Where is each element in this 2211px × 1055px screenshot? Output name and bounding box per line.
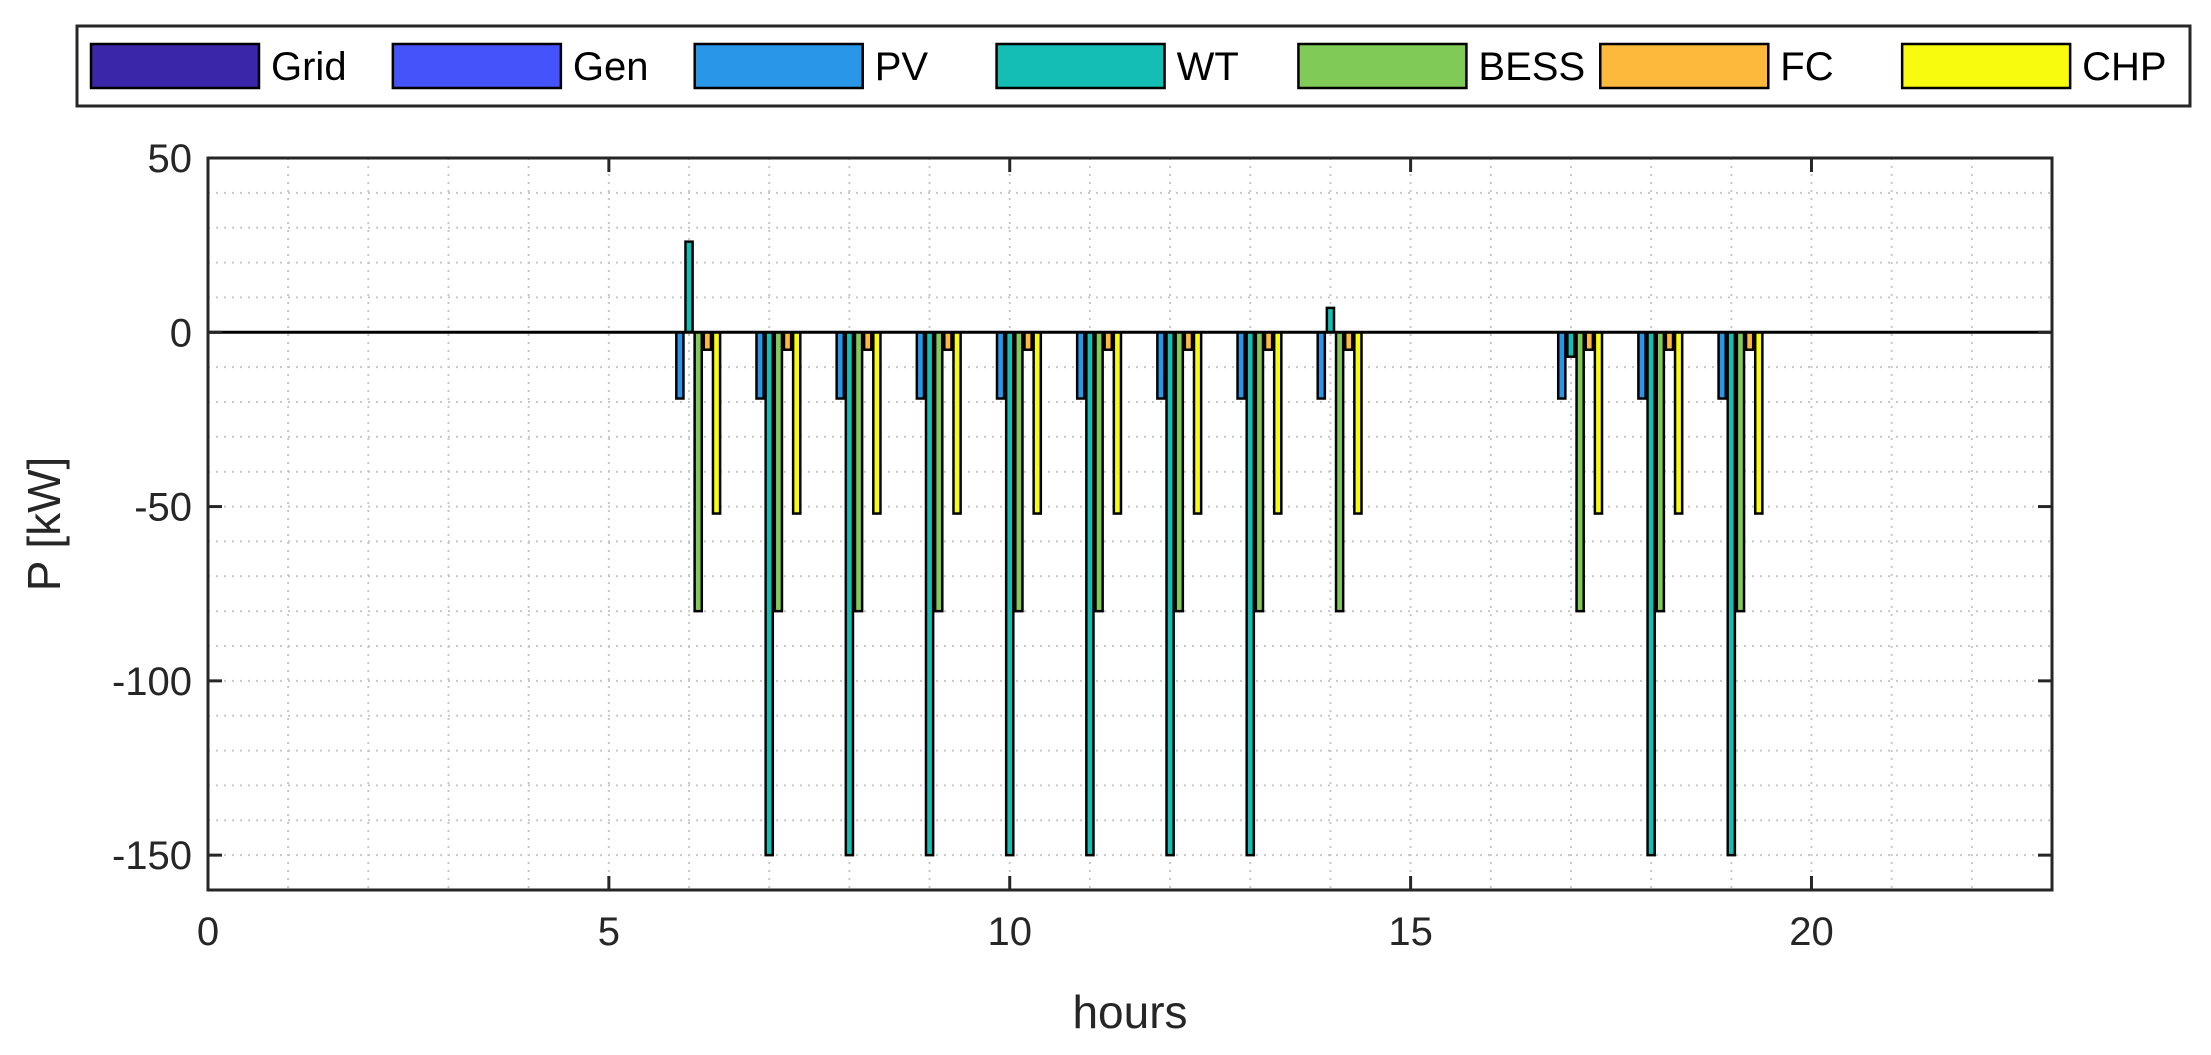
legend-swatch-fc	[1599, 42, 1770, 90]
x-tick-label: 15	[1388, 910, 1433, 954]
bar-bess	[1575, 331, 1585, 613]
x-tick-label: 5	[598, 910, 620, 954]
bar-fc	[782, 331, 793, 351]
bar-pv	[755, 331, 765, 400]
bar-chp	[1032, 331, 1043, 515]
bar-chp	[791, 331, 802, 515]
bar-bess	[853, 331, 864, 613]
bar-bess	[1174, 331, 1185, 613]
bar-pv	[1075, 331, 1086, 400]
bar-chp	[1593, 331, 1604, 515]
bar-pv	[1236, 331, 1246, 400]
legend-label-wt: WT	[1177, 45, 1239, 89]
bar-chp	[711, 331, 722, 515]
bar-fc	[1744, 331, 1755, 351]
x-tick-label: 20	[1789, 910, 1834, 954]
bar-chp	[952, 331, 962, 515]
legend-label-pv: PV	[875, 45, 929, 89]
y-tick-label: -150	[112, 834, 192, 878]
y-tick-label: -100	[112, 660, 192, 704]
bar-pv	[1556, 331, 1567, 400]
y-tick-label: 0	[170, 311, 192, 355]
bar-bess	[1014, 331, 1024, 613]
bar-wt	[1165, 331, 1175, 857]
bar-pv	[1717, 331, 1727, 400]
bar-pv	[1316, 331, 1327, 400]
bar-bess	[773, 331, 784, 613]
legend-swatch-gen	[391, 42, 563, 90]
bar-wt	[1085, 331, 1095, 857]
bar-chp	[872, 331, 882, 515]
bar-chp	[1753, 331, 1764, 515]
bar-fc	[943, 331, 953, 351]
bar-pv	[915, 331, 926, 400]
x-tick-label: 0	[197, 910, 219, 954]
bar-fc	[1023, 331, 1033, 351]
y-tick-label: 50	[148, 137, 193, 181]
bar-fc	[1103, 331, 1114, 351]
bar-pv	[835, 331, 846, 400]
y-tick-label: -50	[134, 486, 192, 530]
legend-label-fc: FC	[1780, 45, 1833, 89]
bar-bess	[1735, 331, 1746, 613]
bar-pv	[1156, 331, 1166, 400]
bar-bess	[1655, 331, 1666, 613]
x-tick-label: 10	[987, 910, 1032, 954]
bar-chp	[1112, 331, 1123, 515]
bar-wt	[684, 240, 694, 334]
bar-wt	[764, 331, 775, 857]
bar-bess	[693, 331, 704, 613]
legend-label-gen: Gen	[573, 45, 649, 89]
ticks: 0 5 10 15 20 50 0 -50 -100 -150	[112, 137, 2052, 954]
bar-chp	[1353, 331, 1363, 515]
bar-pv	[1637, 331, 1647, 400]
bar-chp	[1673, 331, 1684, 515]
x-axis-label: hours	[1072, 986, 1187, 1038]
bar-chp	[1192, 331, 1203, 515]
legend-swatch-wt	[995, 42, 1166, 90]
bar-fc	[1584, 331, 1595, 351]
bar-fc	[1183, 331, 1194, 351]
legend: Grid Gen PV WT BESS FC CHP	[75, 24, 2192, 108]
bar-pv	[675, 331, 685, 400]
legend-swatch-bess	[1297, 42, 1468, 90]
bar-fc	[702, 331, 713, 351]
bar-wt	[1646, 331, 1656, 857]
bar-fc	[862, 331, 873, 351]
bar-fc	[1343, 331, 1354, 351]
bar-wt	[1245, 331, 1256, 857]
bar-wt	[1325, 306, 1336, 334]
bar-wt	[1726, 331, 1737, 857]
bar-bess	[933, 331, 944, 613]
bar-bess	[1254, 331, 1265, 613]
bar-fc	[1263, 331, 1274, 351]
legend-label-bess: BESS	[1478, 45, 1585, 89]
bar-bess	[1094, 331, 1104, 613]
bar-wt	[1004, 331, 1015, 857]
legend-swatch-chp	[1900, 42, 2072, 90]
legend-label-grid: Grid	[271, 45, 347, 89]
bar-pv	[995, 331, 1006, 400]
bar-bess	[1334, 331, 1345, 613]
bars	[675, 240, 1764, 857]
bar-chp	[1272, 331, 1283, 515]
plot-area	[208, 158, 2052, 890]
y-axis-label: P [kW]	[18, 457, 70, 592]
bar-wt	[1566, 331, 1576, 358]
bar-fc	[1664, 331, 1675, 351]
bar-wt	[924, 331, 935, 857]
legend-label-chp: CHP	[2082, 45, 2166, 89]
bar-wt	[844, 331, 855, 857]
legend-swatch-grid	[89, 42, 261, 90]
axes-frame	[206, 156, 2054, 892]
legend-swatch-pv	[693, 42, 864, 90]
